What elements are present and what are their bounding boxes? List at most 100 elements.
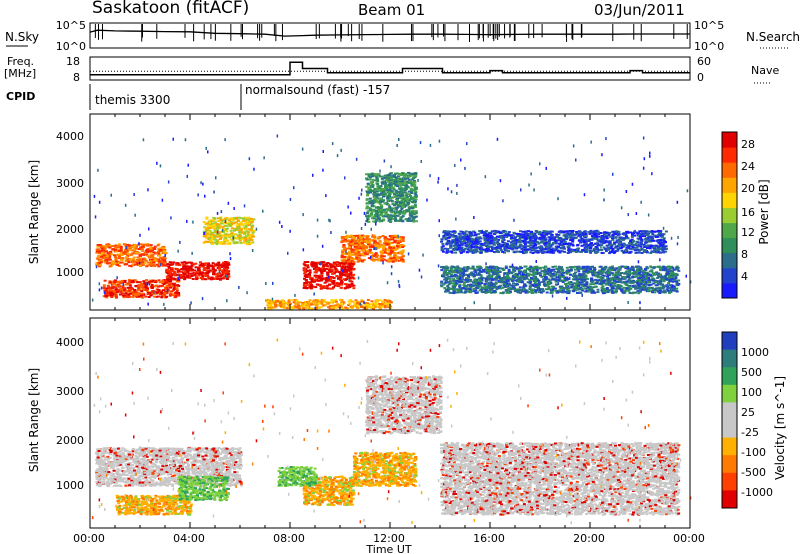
heatmap-cell	[540, 281, 544, 284]
heatmap-cell	[384, 238, 387, 241]
heatmap-cell	[597, 276, 600, 279]
heatmap-cell	[389, 209, 393, 212]
heatmap-cell	[657, 275, 661, 278]
heatmap-cell	[163, 248, 167, 251]
heatmap-cell	[102, 284, 106, 287]
heatmap-cell	[490, 266, 494, 269]
heatmap-cell	[246, 218, 250, 221]
heatmap-cell	[392, 192, 396, 195]
heatmap-cell	[117, 264, 121, 267]
heatmap-cell	[590, 289, 593, 291]
heatmap-cell	[232, 241, 236, 244]
heatmap-cell	[352, 251, 356, 254]
heatmap-cell	[149, 251, 153, 254]
heatmap-cell	[328, 269, 331, 272]
heatmap-cell	[518, 286, 522, 289]
heatmap-cell	[530, 292, 534, 294]
heatmap-cell	[470, 271, 474, 274]
heatmap-cell	[404, 194, 408, 197]
heatmap-cell	[124, 253, 128, 255]
heatmap-cell	[369, 199, 373, 202]
heatmap-cell	[564, 290, 567, 293]
heatmap-cell	[216, 224, 220, 227]
heatmap-cell	[133, 279, 137, 282]
heatmap-cell	[247, 241, 251, 244]
heatmap-cell	[165, 268, 169, 271]
heatmap-cell	[393, 175, 396, 178]
heatmap-cell	[623, 272, 627, 275]
heatmap-cell	[597, 273, 601, 275]
heatmap-cell	[458, 285, 462, 288]
heatmap-cell	[550, 291, 554, 294]
heatmap-cell	[384, 182, 388, 185]
heatmap-cell	[113, 254, 116, 257]
heatmap-cell	[157, 247, 161, 250]
heatmap-cell	[118, 254, 121, 257]
heatmap-cell	[305, 287, 309, 289]
heatmap-cell	[159, 248, 163, 251]
heatmap-cell	[225, 230, 229, 233]
heatmap-cell	[400, 194, 404, 197]
heatmap-cell	[663, 276, 667, 279]
heatmap-cell	[657, 282, 660, 285]
heatmap-cell	[610, 272, 614, 275]
heatmap-cell	[145, 289, 149, 292]
heatmap-cell	[387, 199, 391, 202]
heatmap-cell	[375, 193, 379, 196]
heatmap-cell	[329, 280, 333, 283]
heatmap-cell	[635, 286, 639, 289]
heatmap-cell	[410, 183, 414, 186]
heatmap-cell	[138, 258, 142, 261]
heatmap-cell	[652, 273, 656, 276]
heatmap-cell	[376, 183, 380, 185]
heatmap-cell	[386, 243, 390, 246]
heatmap-cell	[128, 249, 132, 251]
heatmap-cell	[616, 280, 619, 283]
heatmap-cell	[674, 277, 678, 280]
heatmap-cell	[160, 290, 164, 293]
heatmap-cell	[655, 287, 659, 290]
heatmap-cell	[149, 247, 153, 250]
heatmap-cell	[332, 276, 336, 279]
heatmap-cell	[204, 275, 208, 278]
heatmap-cell	[378, 240, 382, 243]
heatmap-cell	[499, 287, 503, 290]
heatmap-cell	[480, 270, 484, 273]
heatmap-cell	[653, 291, 657, 294]
heatmap-cell	[565, 269, 569, 272]
heatmap-cell	[302, 284, 306, 286]
heatmap-cell	[444, 265, 448, 268]
heatmap-cell	[250, 226, 254, 229]
heatmap-cell	[409, 187, 413, 190]
heatmap-cell	[375, 197, 379, 200]
heatmap-cell	[171, 263, 175, 266]
heatmap-cell	[351, 235, 355, 238]
heatmap-cell	[383, 211, 386, 214]
heatmap-cell	[390, 196, 394, 199]
noise-panel-frame	[89, 22, 691, 49]
heatmap-cell	[669, 267, 673, 270]
heatmap-cell	[533, 282, 537, 285]
heatmap-cell	[578, 274, 582, 277]
heatmap-cell	[464, 290, 467, 293]
heatmap-cell	[633, 270, 637, 273]
heatmap-cell	[375, 256, 378, 258]
heatmap-cell	[104, 245, 108, 248]
heatmap-cell	[211, 220, 215, 223]
heatmap-cell	[473, 280, 477, 283]
heatmap-cell	[350, 265, 354, 267]
heatmap-cell	[225, 268, 229, 271]
heatmap-cell	[384, 184, 387, 187]
heatmap-cell	[227, 223, 231, 226]
heatmap-cell	[179, 274, 183, 276]
heatmap-cell	[340, 281, 344, 284]
heatmap-cell	[101, 249, 105, 252]
heatmap-cell	[363, 252, 367, 255]
heatmap-cell	[168, 293, 172, 296]
heatmap-cell	[114, 281, 118, 284]
heatmap-cell	[379, 256, 383, 259]
heatmap-cell	[413, 210, 417, 213]
heatmap-cell	[392, 203, 396, 206]
heatmap-cell	[618, 268, 622, 271]
heatmap-cell	[138, 284, 142, 287]
